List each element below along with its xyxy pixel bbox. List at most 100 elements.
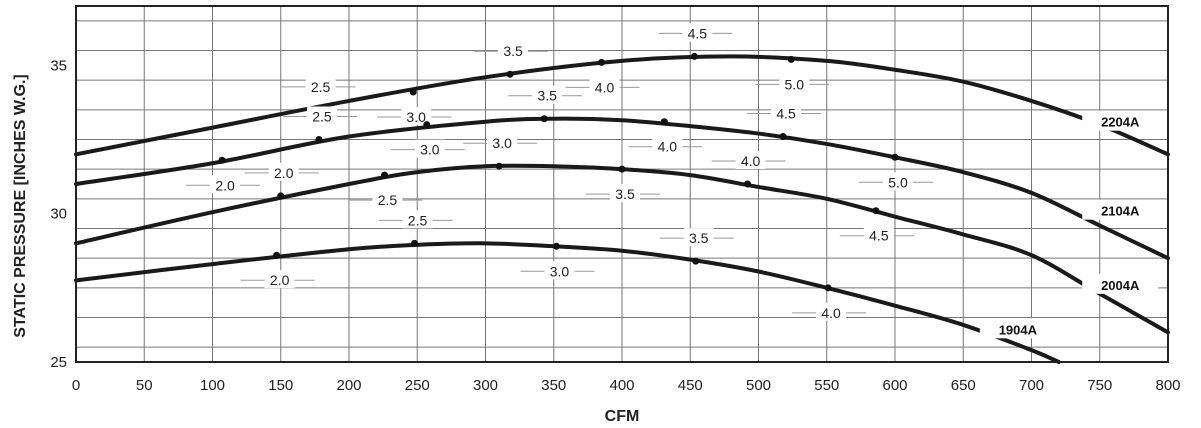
point-label-bg	[372, 190, 403, 209]
point-label: 4.0	[741, 153, 761, 169]
series-line-2204A	[74, 54, 1170, 157]
x-tick-label: 550	[814, 377, 839, 394]
data-point	[690, 52, 698, 60]
point-label-bg	[268, 162, 299, 181]
point-label-bg	[771, 103, 802, 122]
series-label: 2204A	[1101, 115, 1140, 130]
series-line-1904A	[74, 241, 1061, 364]
point-label: 2.5	[408, 212, 428, 228]
x-tick-label: 500	[746, 377, 771, 394]
data-point	[660, 118, 668, 126]
data-point	[423, 121, 431, 129]
point-label: 3.0	[492, 135, 512, 151]
data-point	[779, 133, 787, 141]
y-tick-labels: 25 30 35	[50, 57, 67, 371]
point-label: 4.0	[595, 79, 615, 95]
x-tick-label: 50	[136, 377, 153, 394]
point-label-bg	[682, 23, 713, 42]
series-label: 1904A	[999, 322, 1038, 337]
y-tick-label: 25	[50, 354, 67, 371]
series-line-2004A	[74, 163, 1170, 335]
series-label-bg	[1082, 110, 1159, 131]
y-tick-label: 35	[50, 57, 67, 74]
point-label: 3.0	[406, 109, 426, 125]
data-point	[692, 257, 700, 265]
point-label-bg	[544, 261, 575, 280]
x-axis-title: CFM	[605, 408, 640, 425]
grid	[76, 6, 1168, 362]
point-label: 4.0	[658, 139, 678, 155]
point-label-bg	[210, 175, 241, 194]
x-tick-labels: 0 50 100 150 200 250 300 350 400 450 500 550 600 650 7…	[72, 377, 1181, 394]
series-label-bg	[1082, 273, 1159, 294]
data-point	[744, 180, 752, 188]
data-point	[552, 242, 560, 250]
point-label-bg	[816, 302, 847, 321]
point-label: 2.5	[378, 192, 398, 208]
series-label-bg	[1082, 199, 1159, 220]
data-point	[824, 284, 832, 292]
point-label: 2.0	[215, 177, 235, 193]
x-tick-label: 450	[678, 377, 703, 394]
point-label-bg	[401, 107, 432, 126]
series-label: 2004A	[1101, 278, 1140, 293]
data-point	[872, 207, 880, 215]
point-label-bg	[779, 74, 810, 93]
marks: 2.5 3.0 3.5 4.0 4.5 5.0 2204A 2.0 2.5 3.0 3.5 4.0 4.…	[186, 23, 1159, 339]
data-point	[787, 55, 795, 63]
point-label-bg	[863, 225, 894, 244]
plot-frame	[75, 5, 1169, 363]
x-tick-label: 800	[1155, 377, 1180, 394]
x-tick-label: 150	[268, 377, 293, 394]
series-label: 2104A	[1101, 204, 1140, 219]
data-point	[891, 153, 899, 161]
point-label: 5.0	[888, 174, 908, 190]
point-label: 4.0	[821, 305, 841, 321]
y-tick-label: 30	[50, 206, 67, 223]
point-label-bg	[402, 210, 433, 229]
series-label-bg	[979, 318, 1056, 339]
data-point	[315, 136, 323, 143]
point-label: 3.0	[550, 263, 570, 279]
data-point	[618, 165, 626, 173]
point-label: 3.5	[537, 88, 557, 104]
point-label-bg	[414, 139, 445, 158]
x-tick-label: 200	[336, 377, 361, 394]
point-label: 4.5	[688, 25, 708, 41]
data-point	[540, 115, 548, 123]
point-label: 4.5	[776, 106, 796, 122]
point-label-bg	[306, 106, 337, 125]
point-label-bg	[735, 151, 766, 169]
x-tick-label: 350	[541, 377, 566, 394]
point-label: 2.5	[311, 79, 331, 95]
point-label: 2.0	[274, 165, 294, 181]
x-tick-label: 700	[1019, 377, 1044, 394]
data-point	[495, 162, 503, 170]
x-tick-label: 0	[72, 377, 80, 394]
point-label: 3.5	[689, 230, 709, 246]
data-point	[277, 192, 285, 200]
point-label-bg	[610, 184, 640, 203]
point-label-bg	[652, 136, 683, 155]
point-label: 3.0	[420, 142, 440, 158]
data-point	[598, 58, 606, 66]
data-point	[411, 239, 419, 247]
x-tick-label: 300	[473, 377, 498, 394]
x-tick-label: 600	[882, 377, 907, 394]
data-point	[218, 156, 226, 164]
point-label-bg	[498, 41, 529, 60]
point-label: 2.5	[312, 109, 332, 125]
point-label: 3.5	[615, 186, 635, 202]
x-tick-label: 750	[1087, 377, 1112, 394]
curves	[74, 54, 1170, 364]
point-label-bg	[487, 133, 518, 152]
point-label: 3.5	[503, 43, 523, 59]
x-tick-label: 250	[405, 377, 430, 394]
data-point	[380, 171, 388, 179]
x-tick-label: 100	[200, 377, 225, 394]
point-label-bg	[264, 270, 295, 289]
point-label-bg	[883, 172, 913, 191]
point-label: 5.0	[785, 76, 805, 92]
data-point	[506, 70, 514, 78]
